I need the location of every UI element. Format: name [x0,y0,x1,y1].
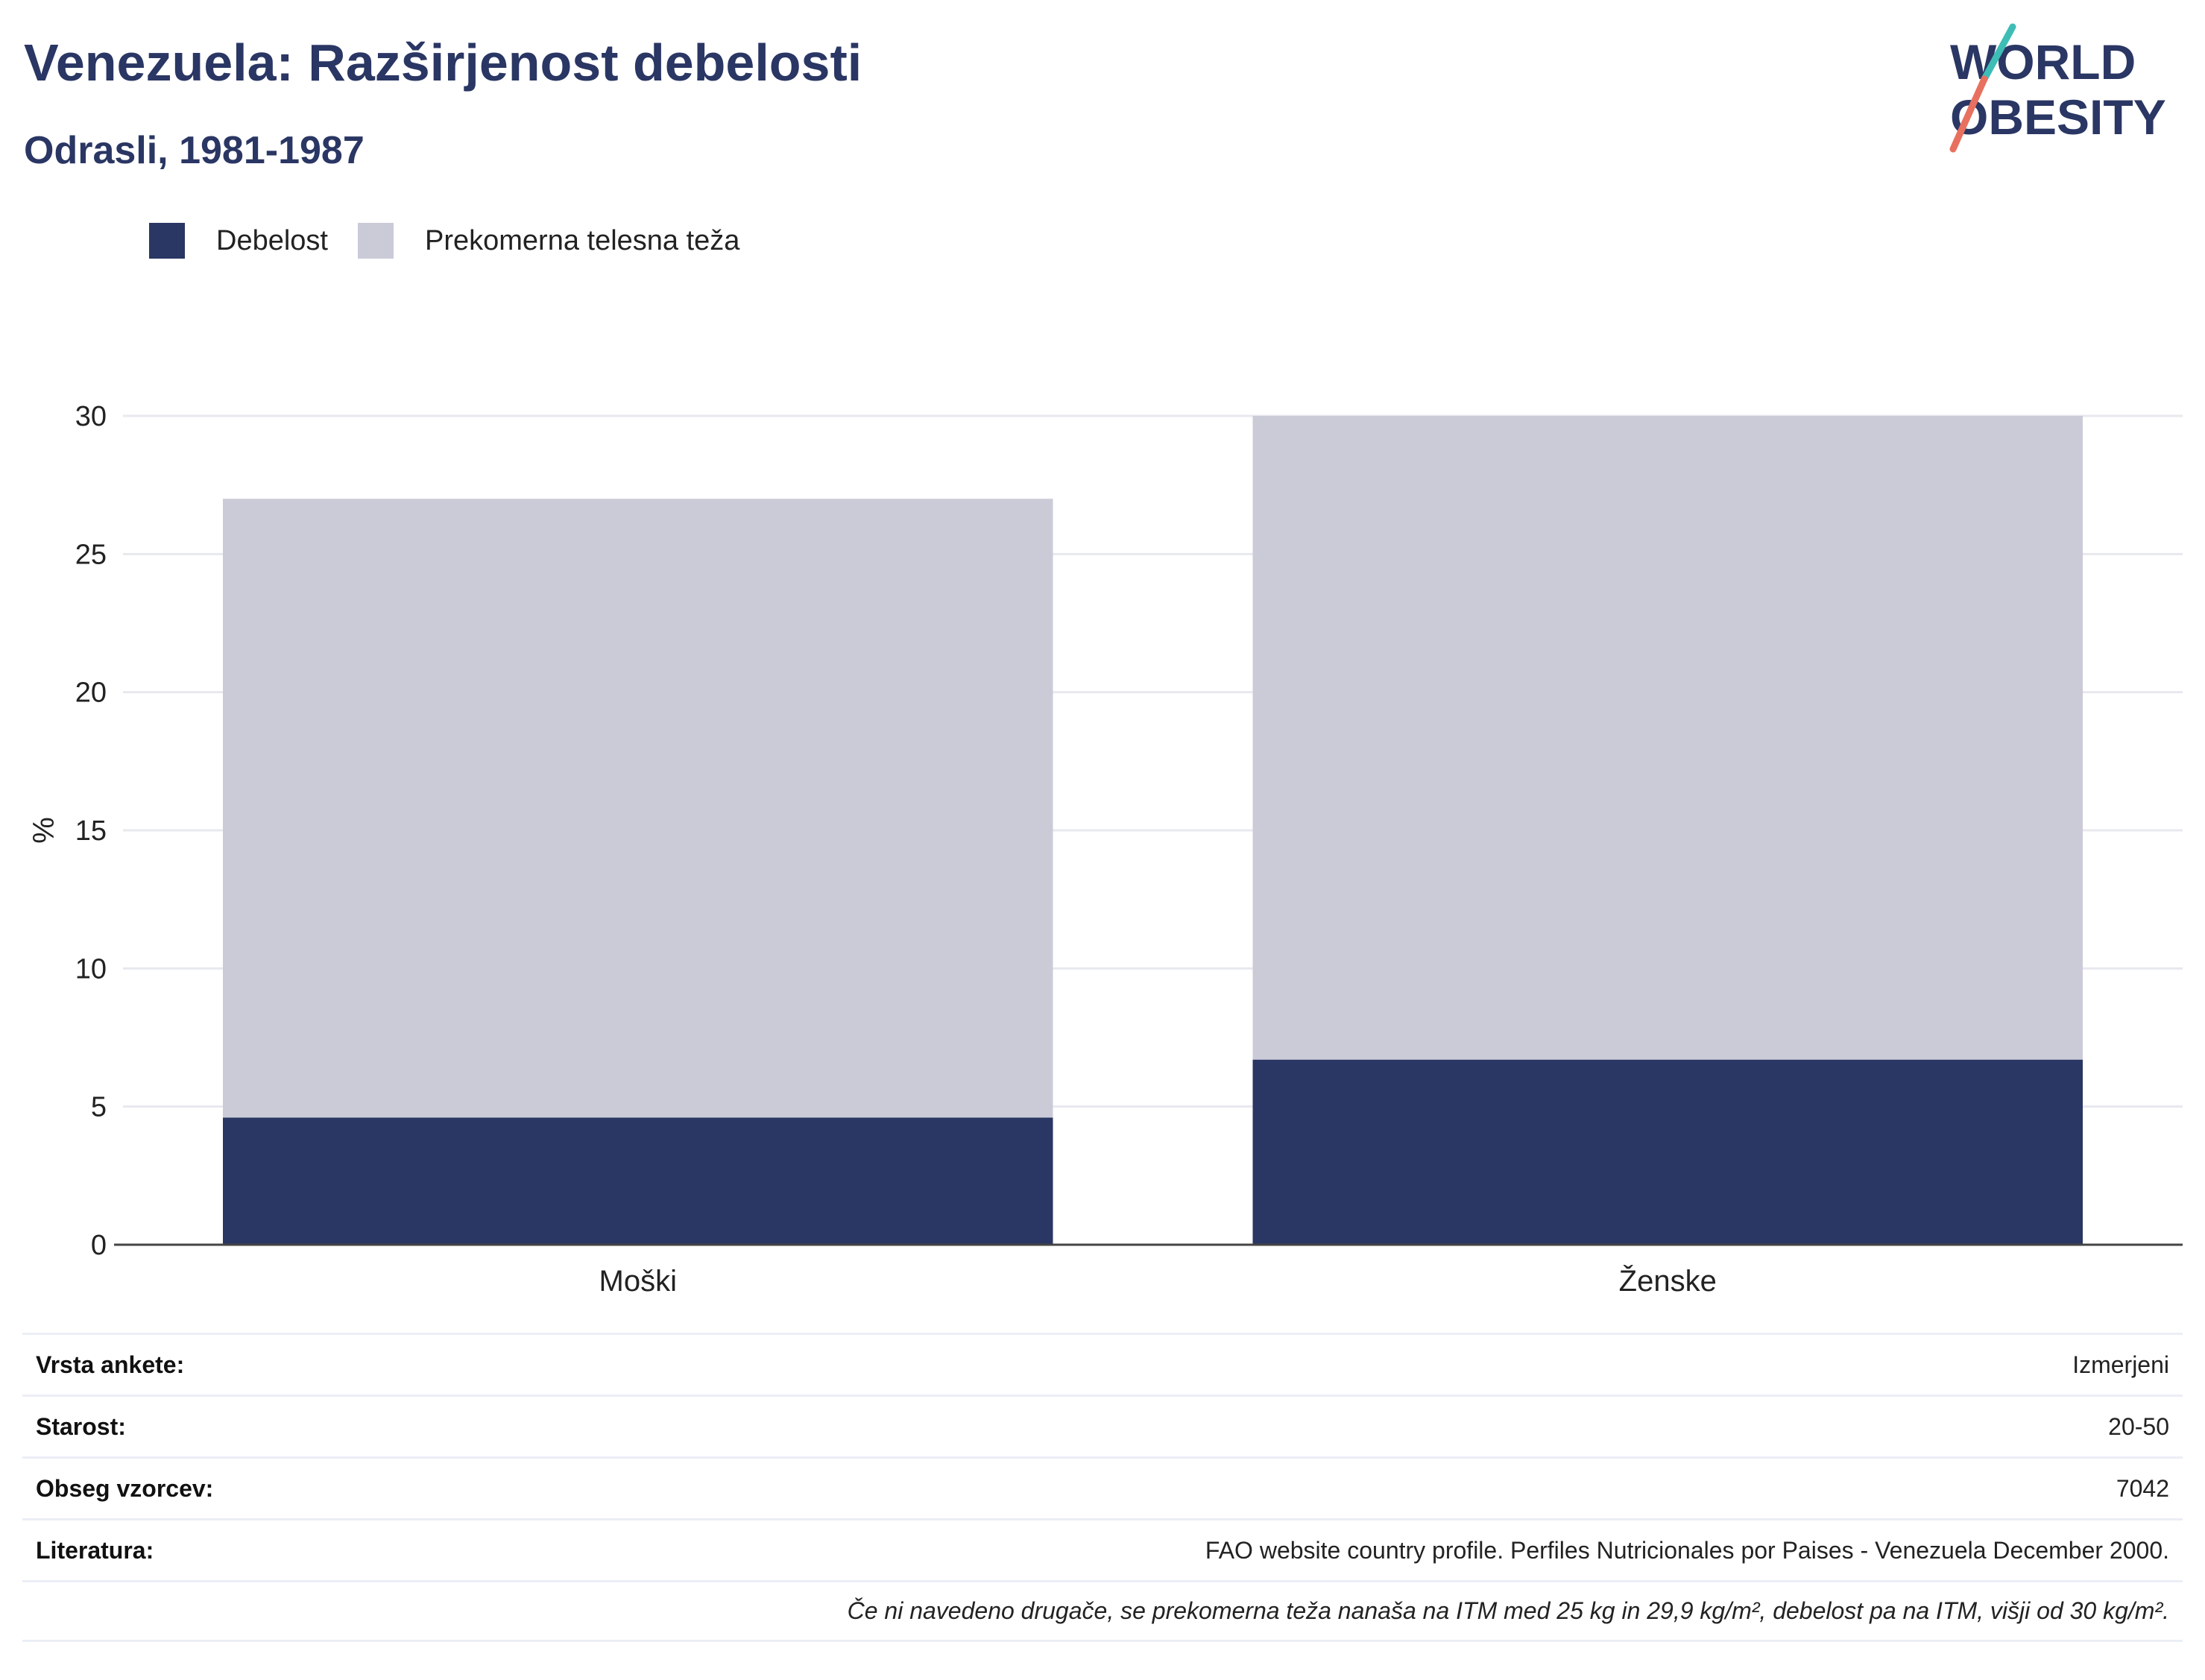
x-tick-label: Ženske [1619,1264,1717,1297]
info-label: Literatura: [36,1536,154,1564]
y-tick-label: 15 [75,815,107,847]
logo-slash-coral [1949,75,1988,153]
legend-swatch-obesity [149,223,185,259]
info-row: Literatura: FAO website country profile. … [22,1518,2183,1580]
info-value: FAO website country profile. Perfiles Nu… [1205,1536,2169,1564]
y-axis-label: % [28,817,60,844]
chart-title: Venezuela: Razširjenost debelosti [24,34,862,92]
x-tick-label: Moški [599,1265,677,1297]
bar-overweight [223,499,1053,1118]
logo-slash-teal [1981,23,2016,83]
info-row: Vrsta ankete: Izmerjeni [22,1333,2183,1395]
logo-line-2: OBESITY [1950,89,2166,145]
y-tick-label: 20 [75,678,107,709]
bar-obesity [223,1117,1053,1245]
info-row: Starost: 20-50 [22,1395,2183,1456]
legend-label-overweight: Prekomerna telesna teža [424,224,740,256]
info-row: Obseg vzorcev: 7042 [22,1456,2183,1518]
info-label: Starost: [36,1412,126,1440]
chart-subtitle: Odrasli, 1981-1987 [24,129,365,172]
legend-item-overweight[interactable]: Prekomerna telesna teža [357,223,740,259]
bar-obesity [1252,1059,2083,1245]
logo-line-1: WORLD [1950,34,2136,89]
bar-chart: 0 5 10 15 20 25 30% Moški Ženske [28,401,2183,1297]
y-tick-label: 0 [91,1230,107,1261]
bar-overweight [1252,416,2083,1060]
info-value: 7042 [2116,1474,2169,1502]
info-label: Vrsta ankete: [36,1351,185,1378]
info-value: Izmerjeni [2072,1351,2169,1378]
y-tick-label: 10 [75,953,107,985]
y-tick-label: 30 [75,401,107,432]
info-table: Vrsta ankete: Izmerjeni Starost: 20-50 Obseg… [22,1333,2183,1642]
legend-item-obesity[interactable]: Debelost [149,223,328,259]
definition-note: Če ni navedeno drugače, se prekomerna te… [22,1580,2183,1642]
info-label: Obseg vzorcev: [36,1474,214,1502]
y-tick-label: 25 [75,539,107,570]
info-value: 20-50 [2108,1412,2169,1440]
world-obesity-logo: WORLD OBESITY [1949,23,2166,153]
legend-label-obesity: Debelost [216,224,328,256]
y-tick-label: 5 [91,1092,107,1123]
legend-swatch-overweight [357,223,394,259]
legend: Debelost Prekomerna telesna teža [149,222,769,259]
